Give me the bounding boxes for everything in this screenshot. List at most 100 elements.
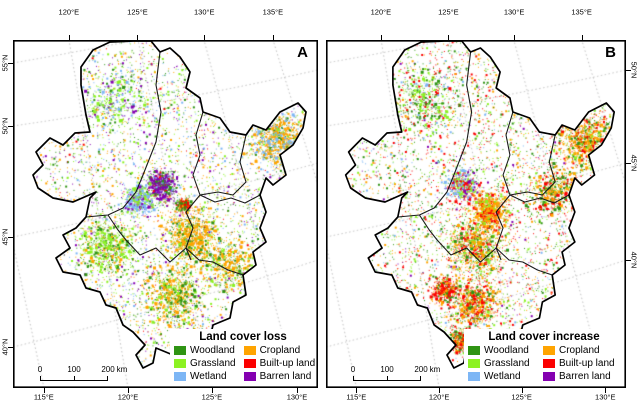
axis-tick	[626, 162, 631, 164]
map-frame-a: A Land cover loss Woodland Cropland Grassl…	[13, 40, 318, 388]
legend-label: Barren land	[259, 371, 312, 382]
axis-tick	[626, 69, 631, 71]
map-frame-b: B Land cover increase Woodland Cropland Gr…	[326, 40, 626, 388]
axis-tick-label: 130°E	[193, 7, 215, 17]
region-outline	[32, 40, 307, 369]
legend-item-barren: Barren land	[542, 371, 620, 382]
scale-bar-labels: 0 100 200 km	[37, 365, 128, 375]
axis-tick	[137, 35, 139, 40]
legend-item-barren: Barren land	[243, 371, 316, 382]
province-border	[495, 111, 514, 261]
axis-tick	[296, 388, 298, 393]
axis-tick	[380, 35, 382, 40]
axis-tick	[605, 388, 607, 393]
axis-tick-label: 125°E	[127, 7, 148, 17]
axis-tick	[8, 346, 13, 348]
legend-title: Land cover increase	[488, 331, 600, 343]
province-border	[107, 214, 244, 276]
legend-label: Wetland	[190, 371, 227, 382]
scale-bar-labels: 0 100 200 km	[351, 365, 441, 375]
legend-title: Land cover loss	[199, 331, 287, 343]
scale-unit: km	[116, 365, 128, 374]
axis-tick	[8, 62, 13, 64]
axis-tick-label: 120°E	[58, 7, 80, 17]
legend-swatch-wetland	[468, 372, 480, 381]
legend-swatch-woodland	[468, 346, 480, 355]
legend-item-wetland: Wetland	[174, 371, 236, 382]
map-frame-border	[327, 41, 625, 387]
legend: Land cover loss Woodland Cropland Grasslan…	[170, 329, 316, 385]
axis-tick	[68, 35, 70, 40]
province-border	[397, 51, 473, 218]
scale-bar: 0 100 200 km	[351, 365, 441, 381]
legend-item-builtup: Built-up land	[243, 358, 316, 369]
axis-tick-label: 135°E	[262, 7, 284, 17]
panel-letter: A	[297, 44, 308, 61]
axis-tick	[8, 236, 13, 238]
axis-tick	[127, 388, 129, 393]
scale-bar: 0 100 200 km	[37, 365, 128, 381]
scale-label-0: 0	[37, 365, 43, 374]
axis-tick-label: 125°E	[438, 7, 459, 17]
axis-tick-label: 130°E	[503, 7, 525, 17]
province-border	[418, 214, 553, 276]
legend-swatch-barren	[243, 372, 256, 381]
province-border	[185, 111, 204, 261]
legend-swatch-wetland	[174, 372, 186, 381]
legend-label: Grassland	[190, 358, 236, 369]
legend-item-grassland: Grassland	[468, 358, 535, 369]
axis-tick-label: 120°E	[370, 7, 392, 17]
map-panel-b: B Land cover increase Woodland Cropland Gr…	[326, 0, 639, 411]
axis-tick	[626, 259, 631, 261]
legend-item-cropland: Cropland	[243, 345, 316, 356]
legend-label: Woodland	[190, 345, 235, 356]
axis-tick-label: 125°E	[201, 392, 223, 402]
legend-label: Built-up land	[558, 358, 615, 369]
legend-label: Cropland	[558, 345, 600, 356]
legend-label: Wetland	[484, 371, 521, 382]
axis-tick	[204, 35, 206, 40]
legend-swatch-cropland	[243, 346, 256, 355]
axis-tick-label: 115°E	[346, 392, 367, 402]
legend-item-woodland: Woodland	[468, 345, 535, 356]
scale-label-100: 100	[380, 365, 394, 374]
axis-tick	[272, 35, 274, 40]
legend-label: Woodland	[484, 345, 529, 356]
legend-swatch-cropland	[542, 346, 555, 355]
province-border	[509, 134, 556, 196]
legend-item-woodland: Woodland	[174, 345, 236, 356]
axis-tick-label: 130°E	[595, 392, 616, 402]
axis-tick-label: 120°E	[428, 392, 450, 402]
panel-letter: B	[605, 44, 616, 61]
legend-item-cropland: Cropland	[542, 345, 620, 356]
axis-tick	[356, 388, 358, 393]
legend-swatch-builtup	[243, 359, 256, 368]
legend-label: Grassland	[484, 358, 530, 369]
legend-item-grassland: Grassland	[174, 358, 236, 369]
axis-tick-label: 125°E	[511, 392, 532, 402]
axis-tick	[521, 388, 523, 393]
legend-label: Cropland	[259, 345, 301, 356]
region-outline	[344, 40, 616, 369]
scale-unit: km	[429, 365, 441, 374]
axis-tick-label: 120°E	[117, 392, 139, 402]
legend: Land cover increase Woodland Cropland Gras…	[464, 329, 624, 385]
legend-swatch-barren	[542, 372, 555, 381]
legend-swatch-grassland	[468, 359, 480, 368]
axis-tick	[211, 388, 213, 393]
province-border	[199, 134, 247, 196]
axis-tick-label: 115°E	[33, 392, 54, 402]
legend-swatch-builtup	[542, 359, 555, 368]
axis-tick	[8, 125, 13, 127]
scale-bar-line	[40, 375, 108, 381]
axis-tick	[448, 35, 450, 40]
legend-label: Built-up land	[259, 358, 316, 369]
legend-item-wetland: Wetland	[468, 371, 535, 382]
scale-label-200: 200	[101, 365, 115, 374]
axis-tick-label: 135°E	[571, 7, 592, 17]
map-panel-a: A Land cover loss Woodland Cropland Grassl…	[1, 0, 318, 411]
province-border	[85, 51, 162, 218]
map-frame-border	[14, 41, 317, 387]
legend-item-builtup: Built-up land	[542, 358, 620, 369]
